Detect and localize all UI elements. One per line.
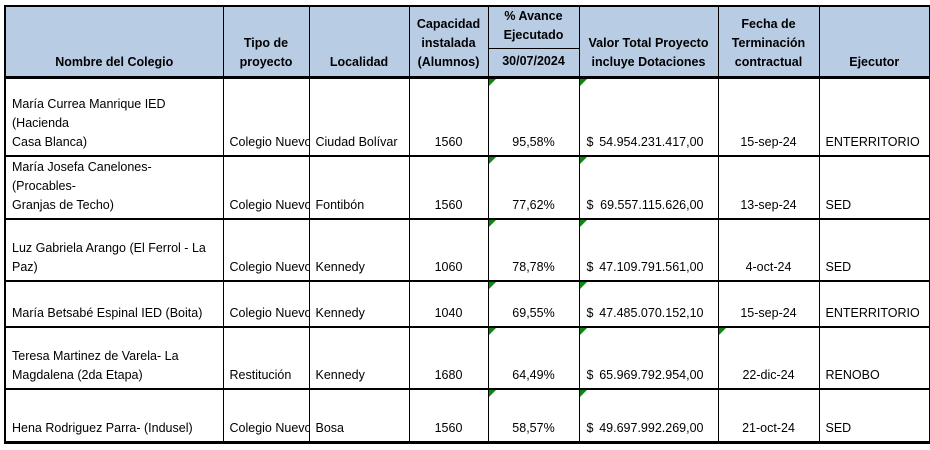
currency-symbol: $: [586, 368, 594, 382]
cell-school-name[interactable]: Teresa Martinez de Varela- La Magdalena …: [4, 326, 224, 390]
cell-executor[interactable]: SED: [818, 155, 930, 220]
header-localidad[interactable]: Localidad: [308, 5, 410, 79]
header-capacidad[interactable]: Capacidad instalada (Alumnos): [408, 5, 489, 79]
table-row: Luz Gabriela Arango (El Ferrol - La Paz)…: [4, 218, 930, 282]
table-row: Hena Rodriguez Parra- (Indusel) Colegio …: [4, 388, 930, 443]
table-row: María Betsabé Espinal IED (Boita) Colegi…: [4, 280, 930, 328]
cell-end-date[interactable]: 21-oct-24: [717, 388, 820, 443]
cell-school-name[interactable]: María Currea Manrique IED (Hacienda Casa…: [4, 76, 224, 157]
cell-progress[interactable]: 58,57%: [487, 388, 580, 443]
cell-project-type[interactable]: Colegio Nuevo: [222, 388, 310, 443]
cell-total-value[interactable]: $47.485.070.152,10: [578, 280, 719, 328]
header-valor-total[interactable]: Valor Total Proyecto incluye Dotaciones: [578, 5, 719, 79]
cell-executor[interactable]: ENTERRITORIO: [818, 76, 930, 157]
cell-project-type[interactable]: Colegio Nuevo: [222, 76, 310, 157]
currency-symbol: $: [586, 135, 594, 149]
cell-project-type[interactable]: Colegio Nuevo: [222, 280, 310, 328]
cell-progress[interactable]: 78,78%: [487, 218, 580, 282]
cell-school-name[interactable]: Hena Rodriguez Parra- (Indusel): [4, 388, 224, 443]
currency-symbol: $: [586, 306, 594, 320]
amount: 69.557.115.626,00: [600, 198, 704, 212]
header-tipo-proyecto[interactable]: Tipo de proyecto: [222, 5, 310, 79]
currency-symbol: $: [586, 420, 594, 435]
cell-capacity[interactable]: 1680: [408, 326, 489, 390]
amount: 54.954.231.417,00: [599, 135, 704, 149]
header-fecha-terminacion[interactable]: Fecha de Terminación contractual: [717, 5, 820, 79]
header-avance-split: % Avance Ejecutado 30/07/2024: [489, 7, 578, 74]
cell-locality[interactable]: Fontibón: [308, 155, 410, 220]
cell-capacity[interactable]: 1560: [408, 388, 489, 443]
cell-locality[interactable]: Bosa: [308, 388, 410, 443]
header-avance-date: 30/07/2024: [502, 53, 565, 68]
spreadsheet-table: Nombre del Colegio Tipo de proyecto Loca…: [4, 5, 930, 444]
cell-locality[interactable]: Kennedy: [308, 218, 410, 282]
currency-symbol: $: [586, 260, 594, 274]
table-row: María Currea Manrique IED (Hacienda Casa…: [4, 76, 930, 157]
header-avance-title: % Avance Ejecutado: [489, 7, 578, 49]
projects-table: Nombre del Colegio Tipo de proyecto Loca…: [4, 5, 930, 444]
cell-progress[interactable]: 69,55%: [487, 280, 580, 328]
amount: 47.109.791.561,00: [599, 260, 704, 274]
table-row: María Josefa Canelones- (Procables- Gran…: [4, 155, 930, 220]
cell-progress[interactable]: 95,58%: [487, 76, 580, 157]
cell-end-date[interactable]: 22-dic-24: [717, 326, 820, 390]
amount: 49.697.992.269,00: [599, 420, 704, 435]
header-ejecutor[interactable]: Ejecutor: [818, 5, 930, 79]
cell-locality[interactable]: Kennedy: [308, 280, 410, 328]
cell-school-name[interactable]: María Josefa Canelones- (Procables- Gran…: [4, 155, 224, 220]
cell-executor[interactable]: RENOBO: [818, 326, 930, 390]
cell-progress[interactable]: 77,62%: [487, 155, 580, 220]
amount: 47.485.070.152,10: [599, 306, 704, 320]
cell-project-type[interactable]: Restitución: [222, 326, 310, 390]
cell-project-type[interactable]: Colegio Nuevo: [222, 218, 310, 282]
header-row: Nombre del Colegio Tipo de proyecto Loca…: [4, 5, 930, 79]
cell-end-date[interactable]: 15-sep-24: [717, 76, 820, 157]
cell-total-value[interactable]: $47.109.791.561,00: [578, 218, 719, 282]
cell-school-name[interactable]: María Betsabé Espinal IED (Boita): [4, 280, 224, 328]
cell-end-date[interactable]: 13-sep-24: [717, 155, 820, 220]
cell-capacity[interactable]: 1560: [408, 76, 489, 157]
cell-executor[interactable]: ENTERRITORIO: [818, 280, 930, 328]
cell-total-value[interactable]: $49.697.992.269,00: [578, 388, 719, 443]
cell-capacity[interactable]: 1040: [408, 280, 489, 328]
cell-end-date[interactable]: 4-oct-24: [717, 218, 820, 282]
cell-progress[interactable]: 64,49%: [487, 326, 580, 390]
cell-total-value[interactable]: $54.954.231.417,00: [578, 76, 719, 157]
cell-total-value[interactable]: $69.557.115.626,00: [578, 155, 719, 220]
cell-school-name[interactable]: Luz Gabriela Arango (El Ferrol - La Paz): [4, 218, 224, 282]
cell-total-value[interactable]: $65.969.792.954,00: [578, 326, 719, 390]
header-avance[interactable]: % Avance Ejecutado 30/07/2024: [487, 5, 580, 79]
cell-locality[interactable]: Ciudad Bolívar: [308, 76, 410, 157]
cell-executor[interactable]: SED: [818, 218, 930, 282]
cell-capacity[interactable]: 1060: [408, 218, 489, 282]
cell-end-date[interactable]: 15-sep-24: [717, 280, 820, 328]
currency-symbol: $: [586, 198, 594, 212]
table-row: Teresa Martinez de Varela- La Magdalena …: [4, 326, 930, 390]
cell-executor[interactable]: SED: [818, 388, 930, 443]
cell-project-type[interactable]: Colegio Nuevo: [222, 155, 310, 220]
header-nombre-colegio[interactable]: Nombre del Colegio: [4, 5, 224, 79]
cell-locality[interactable]: Kennedy: [308, 326, 410, 390]
amount: 65.969.792.954,00: [599, 368, 704, 382]
cell-capacity[interactable]: 1560: [408, 155, 489, 220]
